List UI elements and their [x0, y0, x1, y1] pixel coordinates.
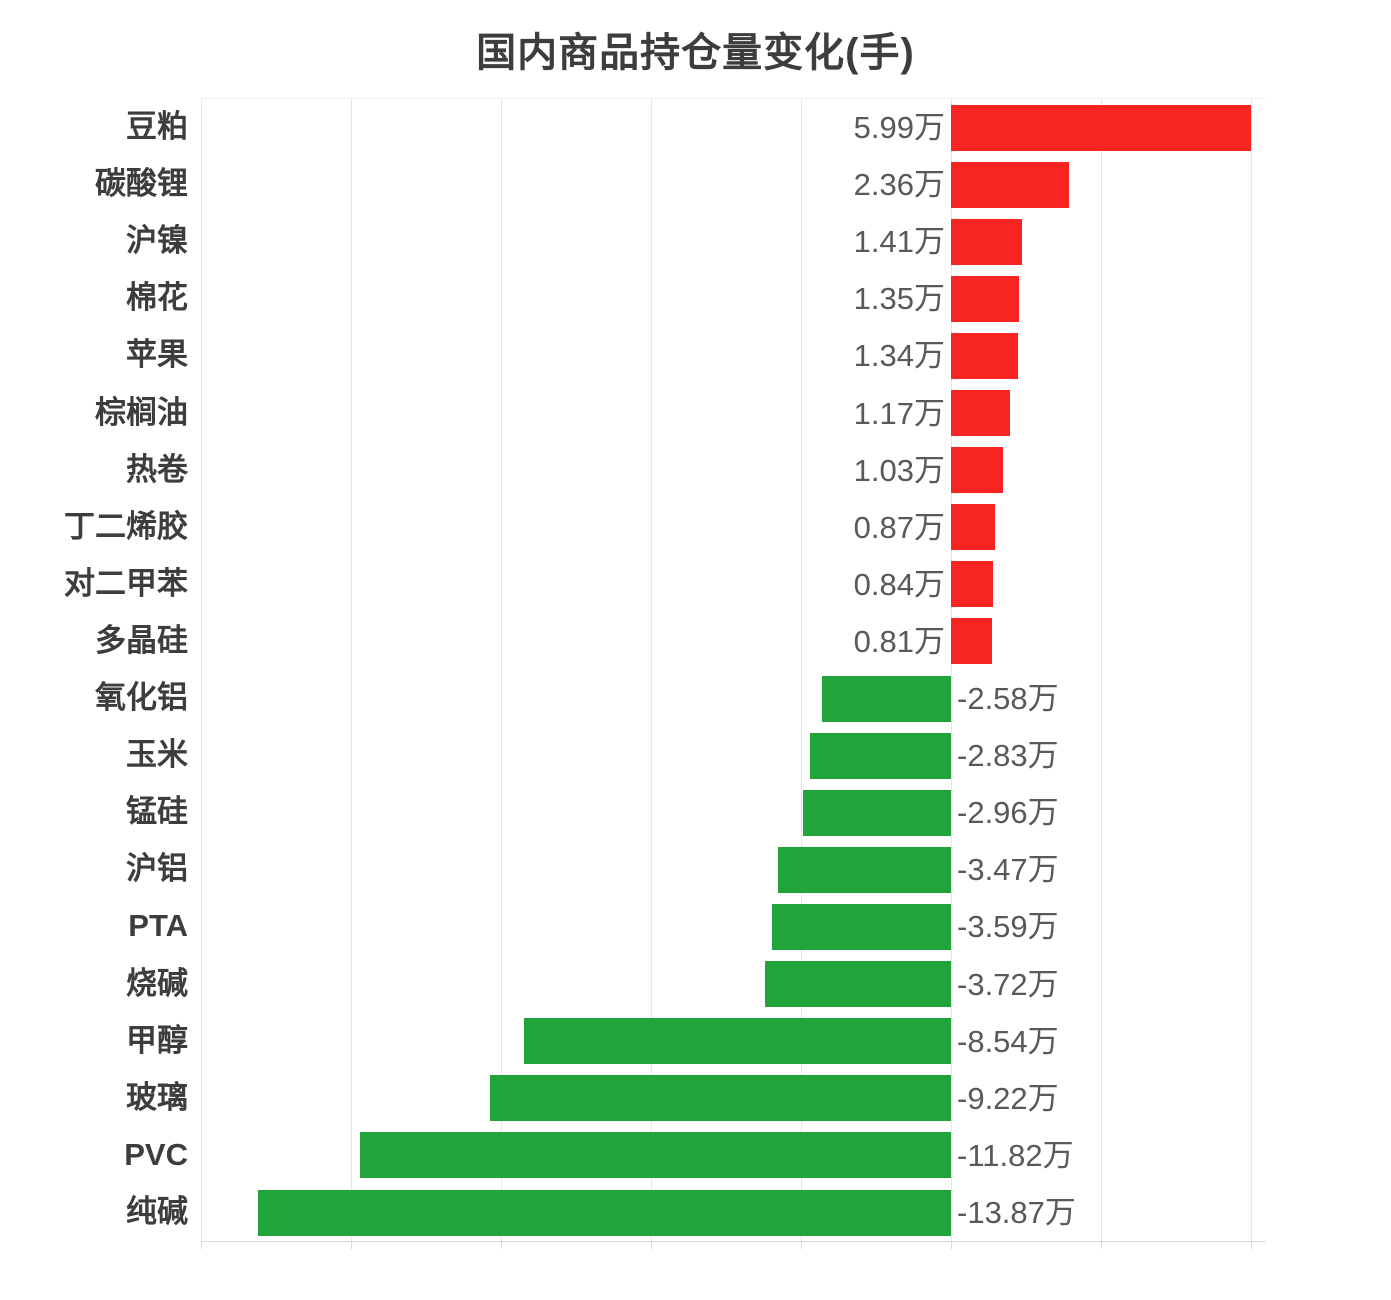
- category-label: 纯碱: [126, 1193, 188, 1229]
- category-label: 多晶硅: [95, 622, 188, 658]
- category-label: PVC: [124, 1136, 188, 1172]
- axis-tick: [651, 1241, 652, 1249]
- bar: [951, 275, 1019, 322]
- bar: [257, 1189, 951, 1236]
- value-label: -3.47万: [957, 852, 1059, 888]
- category-label: 烧碱: [126, 965, 188, 1001]
- axis-tick: [1101, 1241, 1102, 1249]
- axis-tick: [351, 1241, 352, 1249]
- value-label: 1.35万: [853, 281, 945, 317]
- axis-tick: [1251, 1241, 1252, 1249]
- category-label: 棉花: [126, 280, 188, 316]
- value-label: -2.96万: [957, 795, 1059, 831]
- bar: [490, 1075, 951, 1122]
- axis-tick: [201, 1241, 202, 1249]
- value-label: -3.72万: [957, 966, 1059, 1002]
- value-label: -3.59万: [957, 909, 1059, 945]
- bar: [771, 903, 951, 950]
- gridline: [651, 99, 652, 1241]
- axis-tick: [951, 1241, 952, 1249]
- axis-tick: [501, 1241, 502, 1249]
- bar: [809, 732, 951, 779]
- bar: [777, 846, 951, 893]
- bar: [951, 333, 1018, 379]
- value-label: -11.82万: [957, 1137, 1074, 1173]
- value-label: -8.54万: [957, 1023, 1059, 1059]
- value-label: 1.41万: [853, 224, 945, 260]
- category-label: 沪镍: [126, 223, 188, 259]
- category-label: 丁二烯胶: [64, 508, 188, 544]
- gridline: [351, 99, 352, 1241]
- category-label: 对二甲苯: [64, 565, 188, 601]
- category-label: 碳酸锂: [95, 166, 188, 202]
- axis-tick: [801, 1241, 802, 1249]
- bar: [951, 618, 992, 665]
- gridline: [951, 99, 952, 1241]
- category-label: 棕榈油: [95, 394, 188, 430]
- category-label: 氧化铝: [95, 680, 188, 715]
- category-label: 热卷: [126, 451, 188, 487]
- bar: [951, 104, 1251, 151]
- category-label: 沪铝: [126, 851, 188, 887]
- value-label: 1.17万: [853, 395, 945, 431]
- gridline: [1101, 99, 1102, 1241]
- chart-title: 国内商品持仓量变化(手): [476, 31, 915, 75]
- value-label: -2.58万: [957, 681, 1059, 716]
- gridline: [201, 99, 202, 1241]
- bar: [951, 504, 995, 551]
- bar: [765, 961, 951, 1007]
- value-label: 1.34万: [853, 338, 945, 374]
- value-label: 0.81万: [853, 623, 945, 659]
- category-label: PTA: [128, 908, 188, 944]
- bar: [951, 390, 1010, 437]
- category-label: 锰硅: [126, 794, 188, 830]
- bar: [524, 1018, 951, 1065]
- bar: [951, 161, 1069, 208]
- bar: [951, 447, 1003, 494]
- bar: [951, 561, 993, 608]
- value-label: 0.87万: [853, 509, 945, 545]
- gridline: [501, 99, 502, 1241]
- value-label: 0.84万: [853, 566, 945, 602]
- value-label: 5.99万: [853, 110, 945, 145]
- value-label: -2.83万: [957, 738, 1059, 774]
- bar: [951, 218, 1022, 265]
- value-label: 2.36万: [853, 167, 945, 203]
- category-label: 玻璃: [126, 1079, 188, 1115]
- gridline: [801, 99, 802, 1241]
- value-label: -13.87万: [957, 1194, 1076, 1230]
- plot-area: 5.99万 2.36万 1.41万 1.35万 1.34万 1.17万 1.03万 0.87万…: [201, 98, 1266, 1249]
- gridline: [1251, 99, 1252, 1241]
- category-label: 甲醇: [126, 1022, 188, 1058]
- bar: [803, 789, 951, 836]
- value-label: 1.03万: [853, 452, 945, 488]
- bar: [822, 675, 951, 722]
- category-label: 苹果: [126, 337, 188, 373]
- bar: [360, 1132, 951, 1179]
- category-label: 玉米: [126, 737, 188, 773]
- value-label: -9.22万: [957, 1080, 1059, 1116]
- category-label: 豆粕: [126, 109, 188, 144]
